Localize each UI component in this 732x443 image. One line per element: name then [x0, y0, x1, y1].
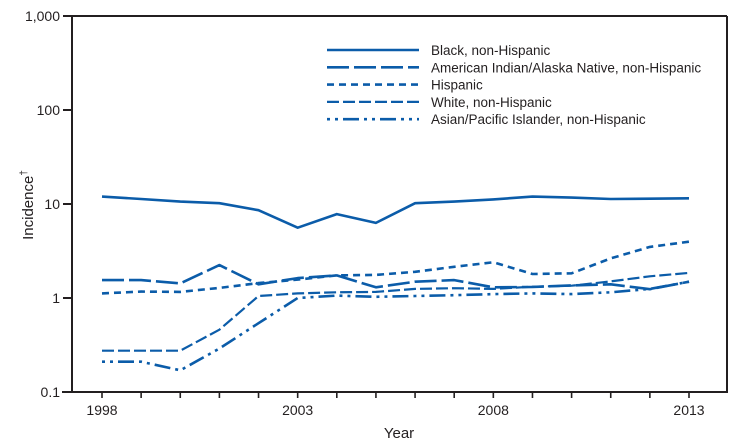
series-black-non-hispanic [101, 195, 690, 229]
series-asian-pacific-islander-non-hispanic [101, 280, 690, 372]
legend-label: Asian/Pacific Islander, non-Hispanic [431, 112, 646, 127]
y-axis-title-text: Incidence [20, 176, 37, 240]
series-line [101, 195, 690, 229]
y-axis-title-superscript: † [19, 170, 30, 176]
series-layer [101, 195, 690, 372]
legend-item: White, non-Hispanic [327, 95, 552, 110]
x-tick-label: 2003 [282, 402, 313, 418]
x-tick-label: 2013 [673, 402, 704, 418]
y-tick-label: 10 [44, 196, 60, 212]
legend-item: Black, non-Hispanic [327, 43, 551, 58]
legend-item: Asian/Pacific Islander, non-Hispanic [327, 112, 646, 127]
series-american-indian-alaska-native-non-hispanic [101, 263, 690, 291]
legend-item: American Indian/Alaska Native, non-Hispa… [327, 60, 701, 75]
legend-label: American Indian/Alaska Native, non-Hispa… [431, 60, 701, 75]
y-tick-label: 1 [52, 290, 60, 306]
series-line [101, 240, 690, 295]
x-axis: 1998 2003 2008 2013 [86, 392, 705, 418]
legend-label: Black, non-Hispanic [431, 43, 551, 58]
y-axis: 0.1 1 10 100 1,000 [25, 8, 72, 400]
series-line [102, 280, 690, 372]
y-tick-label: 100 [37, 102, 61, 118]
x-axis-title: Year [384, 425, 414, 442]
y-tick-label: 0.1 [41, 384, 61, 400]
y-tick-label: 1,000 [25, 8, 60, 24]
y-axis-title: Incidence† [19, 170, 37, 240]
x-tick-label: 1998 [86, 402, 117, 418]
legend-label: White, non-Hispanic [431, 95, 552, 110]
legend: Black, non-Hispanic American Indian/Alask… [327, 43, 701, 127]
series-line [102, 263, 690, 291]
legend-label: Hispanic [431, 78, 483, 93]
x-tick-label: 2008 [478, 402, 509, 418]
legend-item: Hispanic [327, 78, 483, 93]
